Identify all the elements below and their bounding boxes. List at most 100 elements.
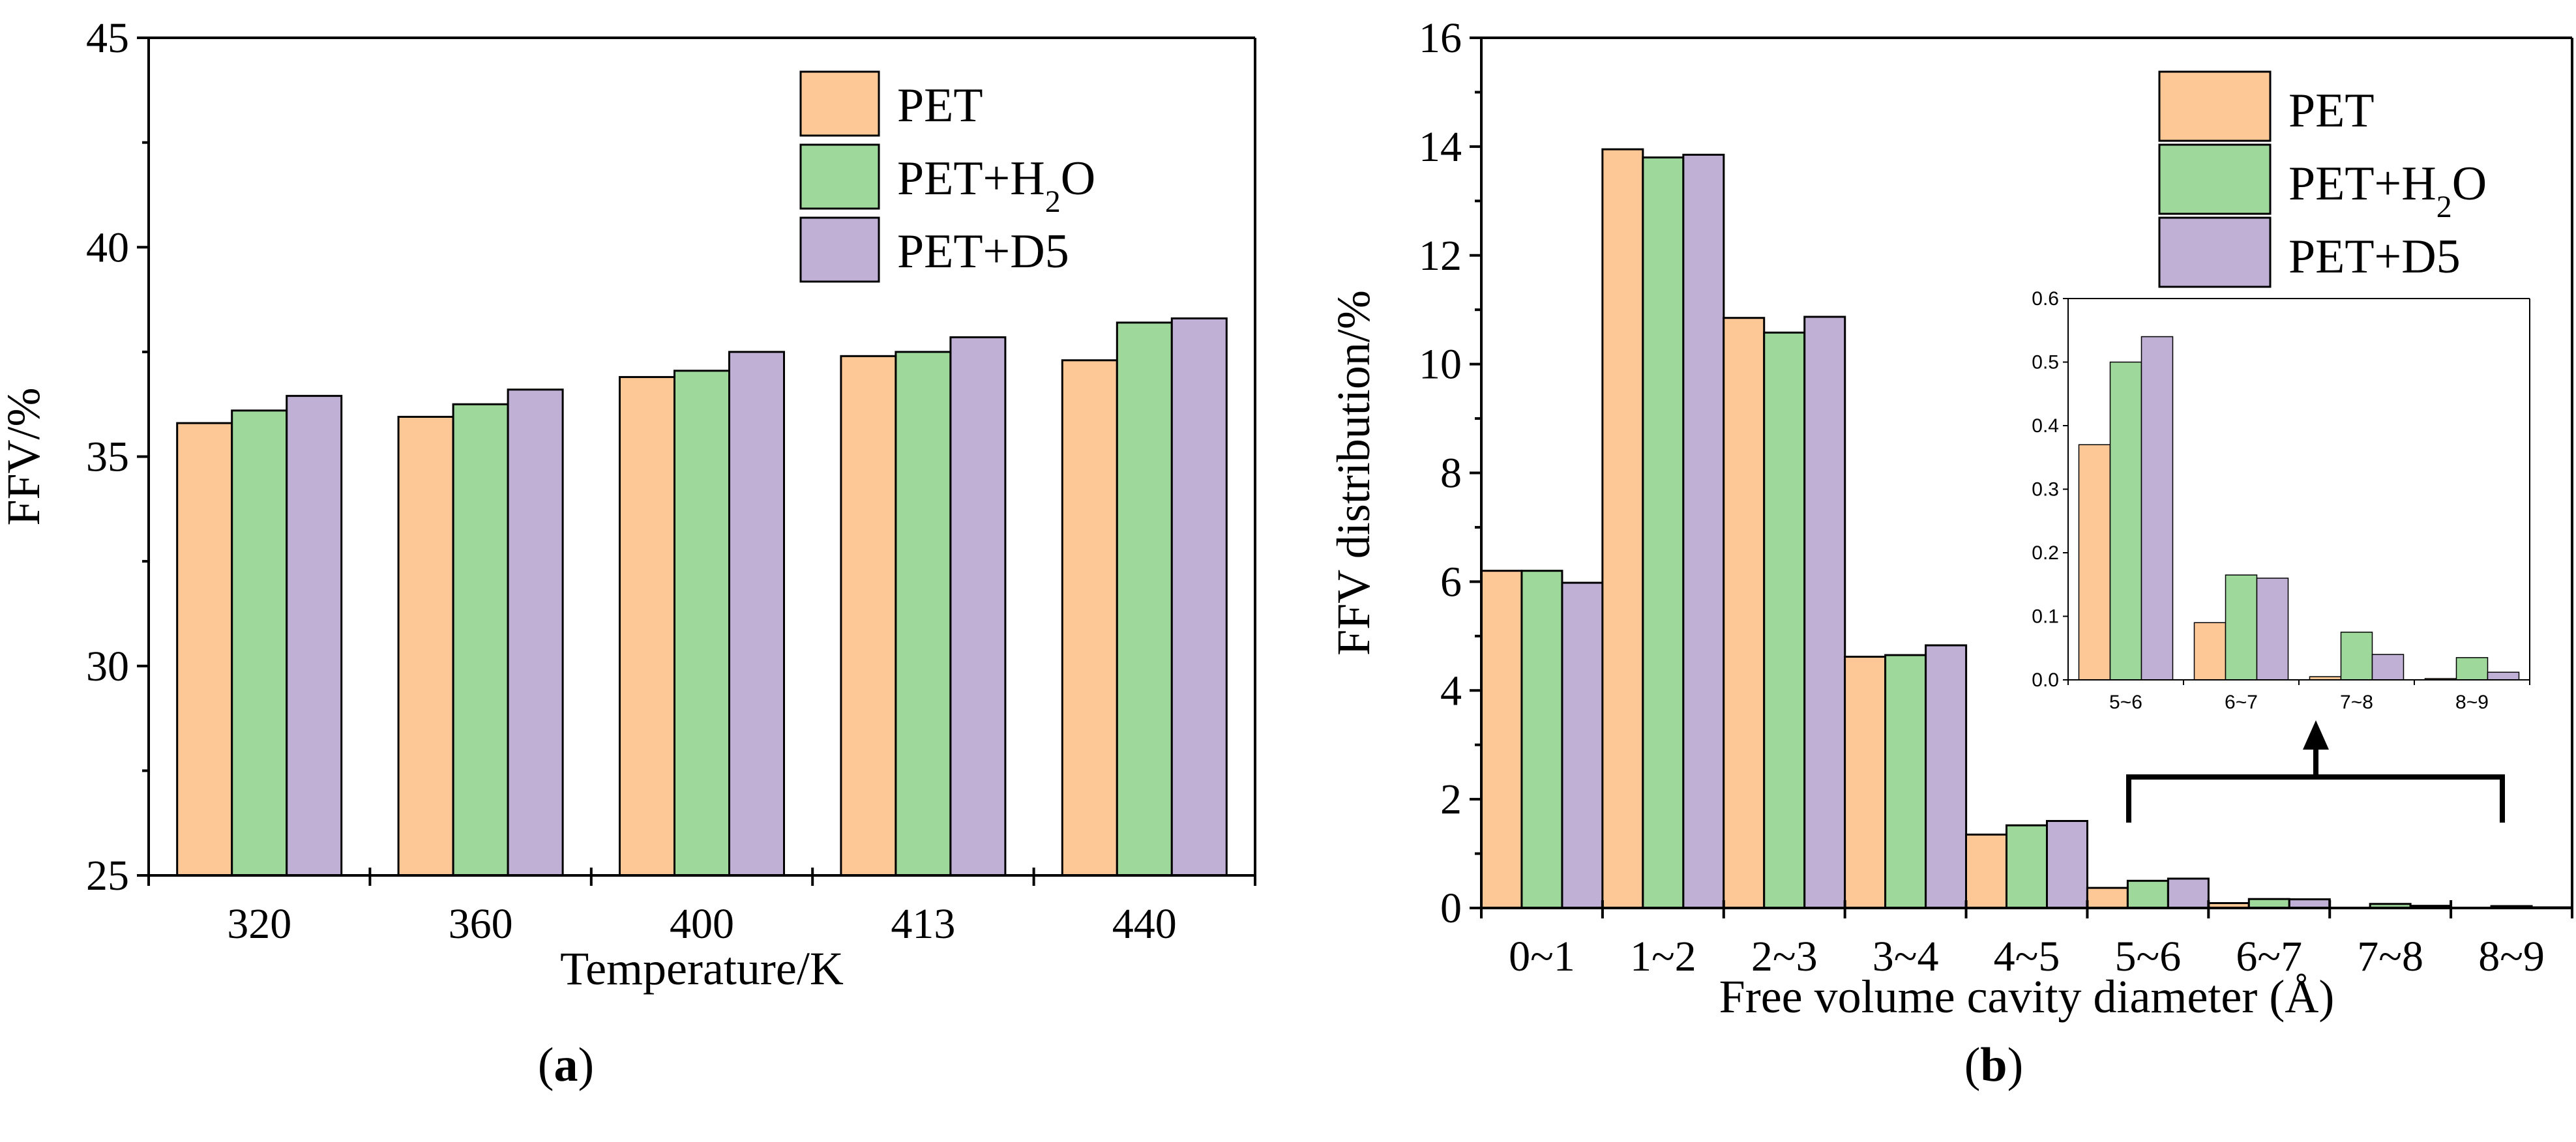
x-tick-label: 1~2: [1630, 933, 1696, 980]
bar-pet-d5-5-6: [2140, 336, 2174, 681]
bar-pet-h2o-360: [452, 403, 509, 877]
y-tick-label: 12: [1419, 232, 1462, 280]
y-axis-title: FFV/%: [0, 387, 50, 525]
legend-label-pet: PET: [2288, 84, 2375, 138]
legend-label-pet-d5: PET+D5: [2288, 230, 2461, 284]
bar-pet-5-6: [2078, 444, 2111, 681]
bar-pet-d5-7-8: [2371, 654, 2405, 681]
bar-pet-h2o-6-7: [2225, 574, 2258, 681]
x-tick-label: 400: [670, 900, 734, 948]
y-tick-label: 0: [1440, 885, 1462, 932]
bar-pet-d5-3-4: [1925, 644, 1968, 909]
panel-label: (a): [538, 1038, 594, 1092]
y-tick-label: 35: [86, 433, 129, 481]
x-tick-label: 3~4: [1873, 933, 1939, 980]
y-tick-label: 0.0: [2032, 669, 2059, 691]
bar-pet-0-1: [1480, 570, 1523, 909]
bar-pet-h2o-400: [674, 370, 730, 877]
legend-swatch-pet-d5: [799, 216, 880, 283]
x-tick-label: 440: [1112, 900, 1177, 948]
y-tick-label: 0.2: [2032, 542, 2059, 564]
bar-pet-5-6: [2086, 886, 2129, 909]
y-tick-label: 6: [1440, 558, 1462, 606]
bar-pet-d5-1-2: [1682, 153, 1725, 909]
x-axis-title: Free volume cavity diameter (Å): [1719, 971, 2335, 1023]
bar-pet-h2o-5-6: [2126, 879, 2169, 909]
bar-pet-440: [1061, 359, 1118, 877]
y-tick-label: 10: [1419, 341, 1462, 388]
chart-panel-b-inset: 5~6 6~7 7~8 8~9 0.0 0.1 0.2 0.3 0.4 0.5 0.6: [2032, 288, 2530, 713]
x-tick-label: 5~6: [2115, 933, 2182, 980]
bar-pet-1-2: [1601, 148, 1644, 909]
y-tick-label: 16: [1419, 14, 1462, 62]
y-tick-label: 8: [1440, 450, 1462, 497]
y-tick-label: 0.4: [2032, 415, 2059, 437]
legend-label-pet-h2o: PET+H2O: [2288, 157, 2487, 224]
y-tick-label: 0.6: [2032, 288, 2059, 310]
bar-pet-d5-440: [1170, 317, 1228, 877]
bar-pet-h2o-0-1: [1520, 570, 1563, 909]
y-tick-label: 30: [86, 643, 129, 690]
x-tick-label: 8~9: [2455, 692, 2489, 713]
bar-pet-360: [397, 415, 454, 877]
legend-label-pet-h2o: PET+H2O: [897, 152, 1095, 219]
x-tick-label: 4~5: [1994, 933, 2060, 980]
panel-label: (b): [1964, 1038, 2023, 1092]
x-tick-label: 6~7: [2225, 692, 2258, 713]
x-tick-label: 0~1: [1509, 933, 1575, 980]
legend-swatch-pet: [799, 70, 880, 137]
x-tick-label: 2~3: [1751, 933, 1818, 980]
y-tick-label: 0.5: [2032, 352, 2059, 373]
bar-pet-413: [840, 355, 897, 877]
legend-swatch-pet-h2o: [2158, 143, 2272, 215]
bar-pet-400: [619, 375, 675, 877]
bar-pet-d5-6-7: [2256, 578, 2289, 681]
x-axis-title: Temperature/K: [560, 943, 844, 995]
bar-pet-h2o-3-4: [1884, 654, 1927, 909]
bar-pet-d5-360: [507, 388, 564, 877]
x-tick-label: 360: [449, 900, 513, 948]
bar-pet-d5-0-1: [1561, 581, 1604, 909]
bar-pet-h2o-320: [231, 409, 288, 877]
bar-pet-d5-2-3: [1803, 315, 1846, 909]
bar-pet-d5-4-5: [2046, 820, 2088, 909]
y-tick-label: 0.1: [2032, 606, 2059, 628]
bar-pet-h2o-440: [1116, 321, 1173, 877]
y-tick-label: 2: [1440, 776, 1462, 823]
bar-pet-320: [176, 422, 233, 877]
bar-pet-4-5: [1965, 833, 2007, 909]
x-tick-label: 413: [891, 900, 955, 948]
x-tick-label: 8~9: [2478, 933, 2545, 980]
x-tick-label: 7~8: [2340, 692, 2373, 713]
y-tick-label: 0.3: [2032, 479, 2059, 501]
bar-pet-h2o-6-7: [2247, 898, 2290, 909]
callout-bracket: [2126, 774, 2505, 823]
bar-pet-d5-8-9: [2487, 671, 2520, 681]
bar-pet-d5-5-6: [2167, 877, 2210, 909]
y-tick-label: 40: [86, 224, 129, 271]
callout-arrow-head: [2303, 720, 2329, 750]
x-tick-label: 7~8: [2357, 933, 2423, 980]
legend: PET PET+H2O PET+D5: [799, 70, 1095, 283]
x-tick-label: 5~6: [2109, 692, 2142, 713]
bar-pet-h2o-8-9: [2455, 657, 2489, 681]
y-axis-title: FFV distribution/%: [1327, 290, 1380, 656]
bar-pet-d5-400: [728, 351, 785, 877]
bar-pet-h2o-4-5: [2006, 824, 2048, 909]
bar-pet-h2o-2-3: [1763, 331, 1806, 909]
y-tick-label: 14: [1419, 123, 1462, 171]
bar-pet-h2o-1-2: [1642, 156, 1685, 909]
bar-pet-d5-413: [949, 336, 1007, 877]
bar-pet-3-4: [1844, 656, 1887, 909]
legend-swatch-pet: [2158, 70, 2272, 142]
bar-pet-2-3: [1723, 317, 1766, 909]
bar-pet-h2o-7-8: [2340, 632, 2373, 681]
legend: PET PET+H2O PET+D5: [2158, 70, 2487, 288]
y-tick-label: 25: [86, 852, 129, 900]
legend-label-pet: PET: [897, 79, 983, 132]
bar-pet-6-7: [2193, 622, 2227, 681]
legend-label-pet-d5: PET+D5: [897, 225, 1069, 278]
chart-panel-a: 320 360 400 413 440 25 30 35 40 45 FFV/% Temperatur…: [0, 14, 1256, 1092]
bar-pet-h2o-413: [895, 351, 952, 877]
